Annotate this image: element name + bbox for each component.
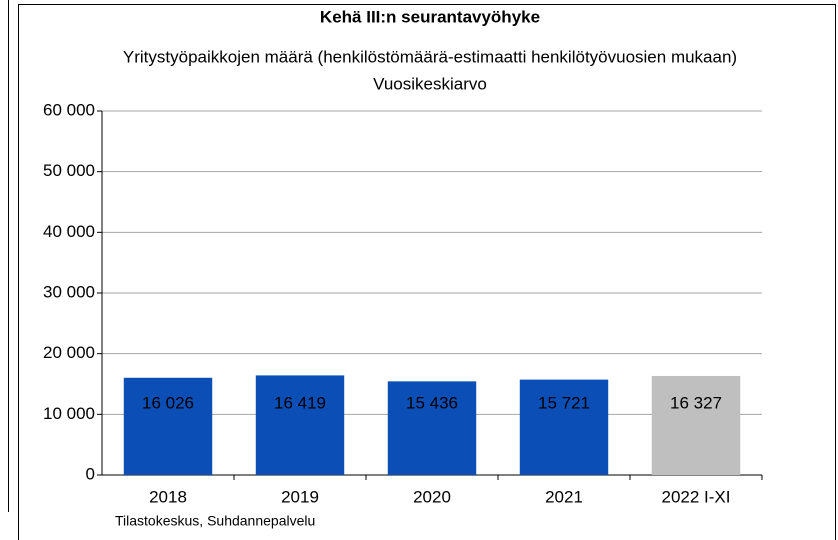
bar (519, 379, 609, 475)
y-tick-label: 60 000 (43, 100, 95, 119)
x-tick-label: 2022 I-XI (662, 487, 731, 506)
y-tick-label: 10 000 (43, 404, 95, 423)
y-tick-label: 0 (86, 464, 95, 483)
chart-subtitle: Vuosikeskiarvo (373, 74, 487, 93)
bar (387, 381, 477, 475)
value-label: 15 436 (406, 393, 458, 412)
y-tick-label: 40 000 (43, 222, 95, 241)
source: Tilastokeskus, Suhdannepalvelu (115, 513, 315, 529)
x-tick-label: 2021 (545, 487, 583, 506)
value-label: 16 327 (670, 393, 722, 412)
y-tick-label: 30 000 (43, 282, 95, 301)
x-tick-label: 2020 (413, 487, 451, 506)
chart-frame (18, 4, 836, 540)
y-tick-label: 20 000 (43, 343, 95, 362)
bar (123, 377, 213, 475)
chart-title: Kehä III:n seurantavyöhyke (320, 7, 540, 26)
value-label: 15 721 (538, 393, 590, 412)
x-tick-label: 2018 (149, 487, 187, 506)
chart-subtitle: Yritystyöpaikkojen määrä (henkilöstömäär… (123, 47, 737, 66)
y-tick-label: 50 000 (43, 161, 95, 180)
value-label: 16 419 (274, 393, 326, 412)
x-tick-label: 2019 (281, 487, 319, 506)
value-label: 16 026 (142, 393, 194, 412)
bar (651, 375, 741, 475)
bar (255, 375, 345, 475)
